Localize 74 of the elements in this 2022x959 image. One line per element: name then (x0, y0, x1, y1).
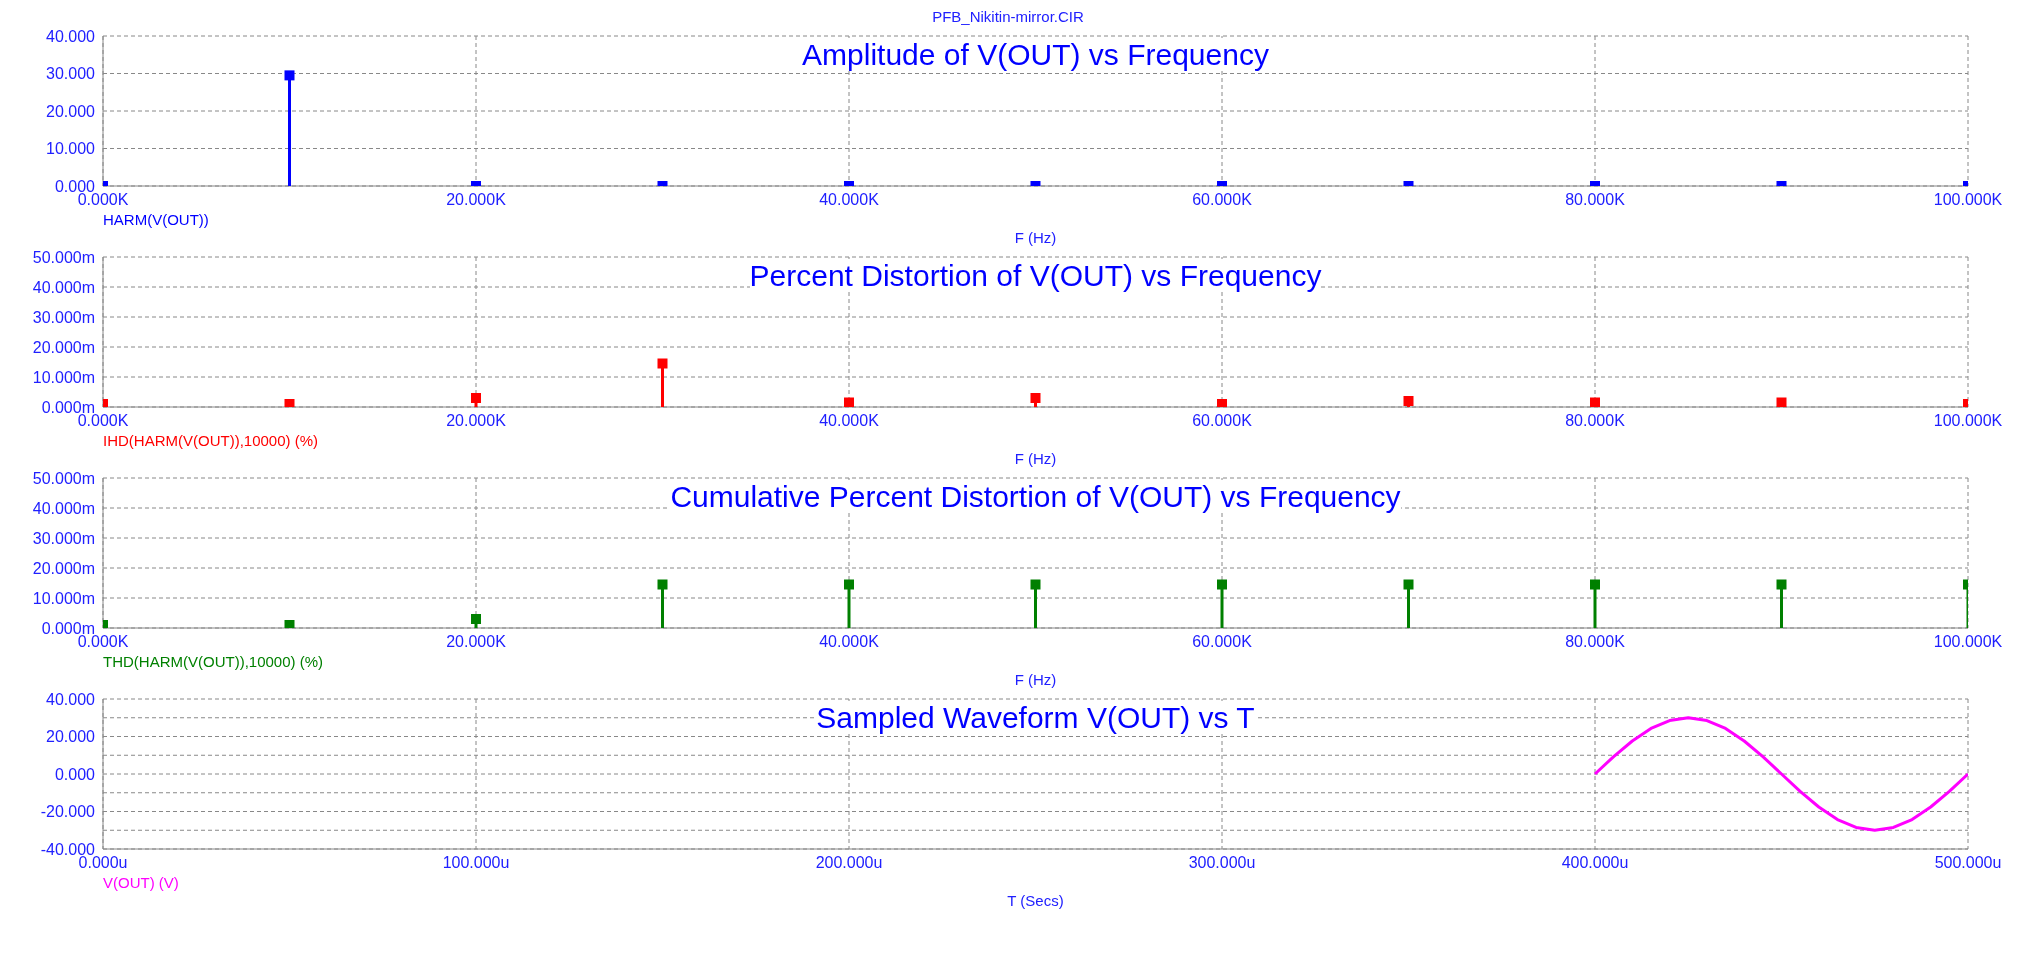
text: PFB_Nikitin-mirror.CIR (931, 8, 1085, 26)
x-tick-label: 0.000K (77, 191, 129, 209)
x-tick-label: 20.000K (446, 412, 507, 430)
x-axis-title: F (Hz) (1013, 671, 1058, 689)
point (1590, 579, 1600, 590)
y-tick-label: 10.000m (32, 589, 95, 607)
point (1403, 579, 1414, 590)
point (471, 614, 481, 624)
x-tick-label: 300.000u (1188, 854, 1256, 872)
point (1776, 579, 1787, 590)
chart-title: Cumulative Percent Distortion of V(OUT) vs Frequency (670, 480, 1401, 513)
point (1217, 399, 1227, 407)
y-tick-label: 20.000 (46, 728, 96, 746)
x-tick-label: 500.000u (1934, 854, 2002, 872)
y-tick-label: 30.000 (46, 65, 96, 83)
x-tick-label: 0.000u (78, 854, 128, 872)
x-tick-label: 20.000K (446, 191, 507, 209)
x-tick-label: 100.000K (1933, 191, 2003, 209)
point (657, 579, 668, 590)
x-tick-label: 100.000K (1933, 412, 2003, 430)
x-tick-label: 20.000K (446, 633, 507, 651)
point (844, 397, 854, 407)
x-tick-label: 100.000u (442, 854, 510, 872)
x-tick-label: 200.000u (815, 854, 883, 872)
point (1217, 579, 1227, 590)
x-tick-label: 100.000K (1933, 633, 2003, 651)
point (844, 579, 854, 590)
y-tick-label: 40.000m (32, 278, 95, 296)
point (1776, 397, 1787, 407)
series-label: HARM(V(OUT)) (103, 211, 209, 229)
point (471, 393, 481, 403)
y-tick-label: 10.000m (32, 368, 95, 386)
x-tick-label: 40.000K (819, 191, 880, 209)
y-tick-label: -20.000 (40, 803, 96, 821)
series-label: THD(HARM(V(OUT)),10000) (%) (103, 653, 324, 671)
point (1030, 393, 1041, 403)
y-tick-label: 20.000m (32, 338, 95, 356)
x-tick-label: 80.000K (1565, 191, 1626, 209)
chart-title: Amplitude of V(OUT) vs Frequency (802, 38, 1269, 71)
text: V(OUT) (V) (103, 874, 179, 892)
x-axis-title: F (Hz) (1013, 450, 1058, 468)
y-tick-label: 20.000m (32, 559, 95, 577)
x-tick-label: 400.000u (1561, 854, 1629, 872)
x-tick-label: 60.000K (1192, 633, 1253, 651)
y-tick-label: 40.000m (32, 499, 95, 517)
y-tick-label: 50.000m (32, 248, 95, 266)
y-tick-label: 50.000m (32, 469, 95, 487)
x-tick-label: 60.000K (1192, 412, 1253, 430)
point (284, 620, 295, 628)
x-tick-label: 0.000K (77, 412, 129, 430)
point (1590, 397, 1600, 407)
y-tick-label: 10.000 (46, 140, 96, 158)
x-tick-label: 80.000K (1565, 633, 1626, 651)
series-label: IHD(HARM(V(OUT)),10000) (%) (103, 432, 319, 450)
y-tick-label: 40.000 (46, 27, 96, 45)
x-tick-label: 40.000K (819, 633, 880, 651)
point (657, 358, 668, 369)
y-tick-label: 30.000m (32, 308, 95, 326)
x-tick-label: 80.000K (1565, 412, 1626, 430)
x-axis-title: F (Hz) (1013, 229, 1058, 247)
point (1403, 396, 1414, 406)
y-tick-label: 40.000 (46, 690, 96, 708)
point (1030, 579, 1041, 590)
y-tick-label: 0.000 (54, 765, 96, 783)
x-tick-label: 60.000K (1192, 191, 1253, 209)
chart-title: Sampled Waveform V(OUT) vs T (816, 701, 1255, 734)
x-tick-label: 40.000K (819, 412, 880, 430)
x-axis-title: T (Secs) (1006, 892, 1065, 910)
line-series (1593, 716, 1968, 832)
y-tick-label: 20.000 (46, 102, 96, 120)
x-tick-label: 0.000K (77, 633, 129, 651)
point (284, 399, 295, 407)
chart-title: Percent Distortion of V(OUT) vs Frequency (749, 259, 1322, 292)
y-tick-label: 30.000m (32, 529, 95, 547)
